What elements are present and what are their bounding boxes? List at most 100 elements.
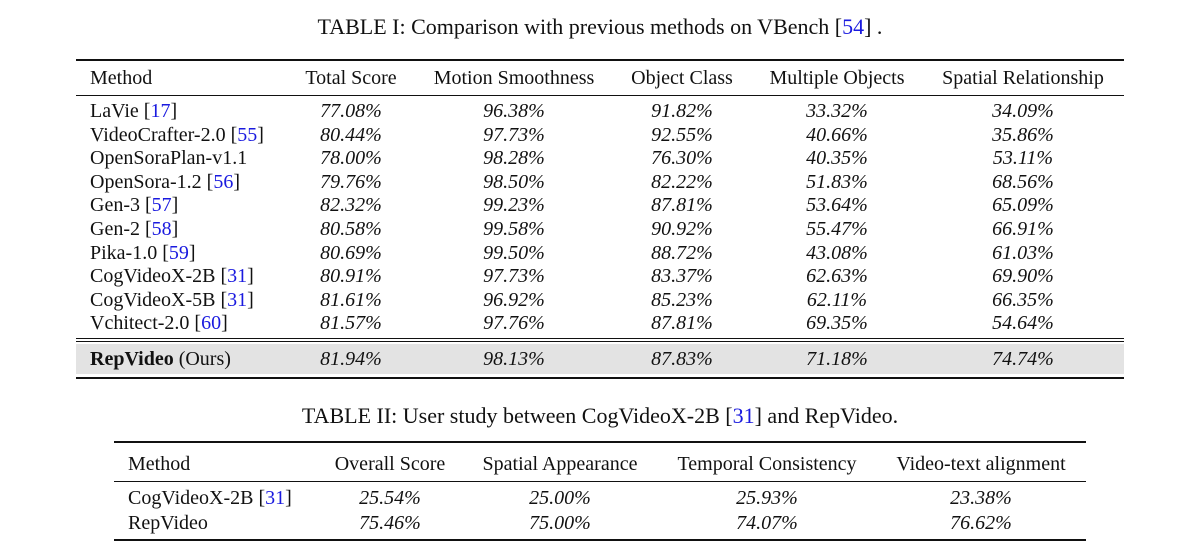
object-class-value: 76.30% (651, 147, 713, 170)
method-name: CogVideoX-5B [31] (90, 288, 254, 311)
citation-link[interactable]: 31 (227, 288, 248, 311)
table-row: LaVie [17] 77.08% 96.38% 91.82% 33.32% 34.09% (0, 99, 1200, 123)
video-text-alignment-value: 76.62% (950, 512, 1012, 534)
motion-smoothness-value: 96.38% (483, 100, 545, 122)
multiple-objects-value: 43.08% (806, 241, 868, 264)
total-score-value: 81.61% (320, 288, 382, 311)
table-row: Gen-3 [57] 82.32% 99.23% 87.81% 53.64% 65.09% (0, 193, 1200, 217)
table1-bottom-rule (76, 377, 1124, 379)
citation-link[interactable]: 60 (201, 312, 222, 335)
method-name: CogVideoX-2B [31] (90, 265, 254, 288)
multiple-objects-value: 53.64% (806, 194, 868, 217)
table1-ours-multiple-objects: 71.18% (806, 348, 868, 370)
table1-mid-rule-2 (76, 341, 1124, 342)
multiple-objects-value: 55.47% (806, 218, 868, 240)
table2-header-row: Method Overall Score Spatial Appearance … (0, 452, 1200, 476)
spatial-relationship-value: 53.11% (992, 147, 1054, 170)
spatial-relationship-value: 65.09% (992, 194, 1054, 217)
motion-smoothness-value: 96.92% (483, 288, 545, 311)
motion-smoothness-value: 98.28% (483, 147, 545, 170)
method-name: VideoCrafter-2.0 [55] (90, 123, 264, 146)
table2-header-video-text-alignment: Video-text alignment (896, 453, 1066, 475)
table-row: CogVideoX-5B [31] 81.61% 96.92% 85.23% 62.11… (0, 288, 1200, 312)
table2-header-spatial-appearance: Spatial Appearance (482, 453, 638, 475)
citation-link[interactable]: 31 (227, 265, 248, 288)
table1-ours-method: RepVideo (Ours) (90, 348, 231, 370)
total-score-value: 81.57% (320, 312, 382, 335)
table1-header-spatial-relationship: Spatial Relationship (942, 67, 1104, 89)
table2-caption: TABLE II: User study between CogVideoX-2… (301, 403, 899, 428)
total-score-value: 80.69% (320, 241, 382, 264)
spatial-relationship-value: 66.35% (992, 288, 1054, 311)
citation-link[interactable]: 31 (265, 487, 286, 509)
multiple-objects-value: 40.35% (806, 147, 868, 170)
citation-link[interactable]: 59 (168, 241, 189, 264)
overall-score-value: 25.54% (359, 487, 421, 509)
citation-link[interactable]: 57 (151, 194, 172, 217)
table2-header-temporal-consistency: Temporal Consistency (677, 453, 857, 475)
object-class-value: 91.82% (651, 100, 713, 122)
citation-link[interactable]: 17 (150, 100, 171, 122)
object-class-value: 87.81% (651, 312, 713, 335)
table1-header-multiple-objects: Multiple Objects (769, 67, 905, 89)
spatial-relationship-value: 69.90% (992, 265, 1054, 288)
table1-ours-row: RepVideo (Ours) 81.94% 98.13% 87.83% 71.… (0, 347, 1200, 371)
multiple-objects-value: 69.35% (806, 312, 868, 335)
motion-smoothness-value: 99.50% (483, 241, 545, 264)
table-row: CogVideoX-2B [31] 25.54% 25.00% 25.93% 23.38… (0, 486, 1200, 510)
citation-link[interactable]: 55 (237, 123, 258, 146)
motion-smoothness-value: 99.23% (483, 194, 545, 217)
table-row: Vchitect-2.0 [60] 81.57% 97.76% 87.81% 69.35… (0, 311, 1200, 335)
method-name: CogVideoX-2B [31] (128, 487, 292, 509)
spatial-relationship-value: 35.86% (992, 123, 1054, 146)
multiple-objects-value: 51.83% (806, 170, 868, 193)
method-name: OpenSora-1.2 [56] (90, 170, 240, 193)
multiple-objects-value: 40.66% (806, 123, 868, 146)
table2-caption-citation[interactable]: 31 (732, 403, 755, 428)
object-class-value: 83.37% (651, 265, 713, 288)
table1-ours-object-class: 87.83% (651, 348, 713, 370)
object-class-value: 88.72% (651, 241, 713, 264)
spatial-appearance-value: 75.00% (529, 512, 591, 534)
method-name: Pika-1.0 [59] (90, 241, 196, 264)
table1-header-object-class: Object Class (631, 67, 733, 89)
table-row: OpenSora-1.2 [56] 79.76% 98.50% 82.22% 51.83… (0, 170, 1200, 194)
citation-link[interactable]: 58 (151, 218, 172, 240)
table1-caption-citation[interactable]: 54 (842, 14, 865, 39)
table1-ours-highlight (76, 344, 1124, 374)
table1-mid-rule-1 (76, 338, 1124, 339)
table1-header-row: Method Total Score Motion Smoothness Obj… (0, 66, 1200, 90)
total-score-value: 80.44% (320, 123, 382, 146)
table1-header-total-score: Total Score (305, 67, 397, 89)
total-score-value: 79.76% (320, 170, 382, 193)
method-name: Gen-3 [57] (90, 194, 179, 217)
table-row: Pika-1.0 [59] 80.69% 99.50% 88.72% 43.08% 61.… (0, 241, 1200, 265)
spatial-relationship-value: 54.64% (992, 312, 1054, 335)
total-score-value: 78.00% (320, 147, 382, 170)
table-row: RepVideo 75.46% 75.00% 74.07% 76.62% (0, 511, 1200, 535)
table1-ours-spatial-relationship: 74.74% (992, 348, 1054, 370)
spatial-relationship-value: 61.03% (992, 241, 1054, 264)
method-name: LaVie [17] (90, 100, 178, 122)
object-class-value: 90.92% (651, 218, 713, 240)
citation-link[interactable]: 56 (213, 170, 234, 193)
table2-header-method: Method (128, 453, 191, 475)
spatial-appearance-value: 25.00% (529, 487, 591, 509)
table-row: OpenSoraPlan-v1.1 78.00% 98.28% 76.30% 40.35… (0, 146, 1200, 170)
total-score-value: 82.32% (320, 194, 382, 217)
total-score-value: 80.91% (320, 265, 382, 288)
table1-header-method: Method (90, 67, 153, 89)
spatial-relationship-value: 34.09% (992, 100, 1054, 122)
method-name: Vchitect-2.0 [60] (90, 312, 228, 335)
table2-header-rule (114, 481, 1086, 482)
method-name: Gen-2 [58] (90, 218, 179, 240)
multiple-objects-value: 62.63% (806, 265, 868, 288)
table1-caption: TABLE I: Comparison with previous method… (317, 14, 883, 39)
table1-header-motion-smoothness: Motion Smoothness (433, 67, 595, 89)
motion-smoothness-value: 97.76% (483, 312, 545, 335)
table2-bottom-rule (114, 539, 1086, 541)
object-class-value: 92.55% (651, 123, 713, 146)
table-row: VideoCrafter-2.0 [55] 80.44% 97.73% 92.55% 4… (0, 123, 1200, 147)
total-score-value: 77.08% (320, 100, 382, 122)
table2-top-rule (114, 441, 1086, 443)
